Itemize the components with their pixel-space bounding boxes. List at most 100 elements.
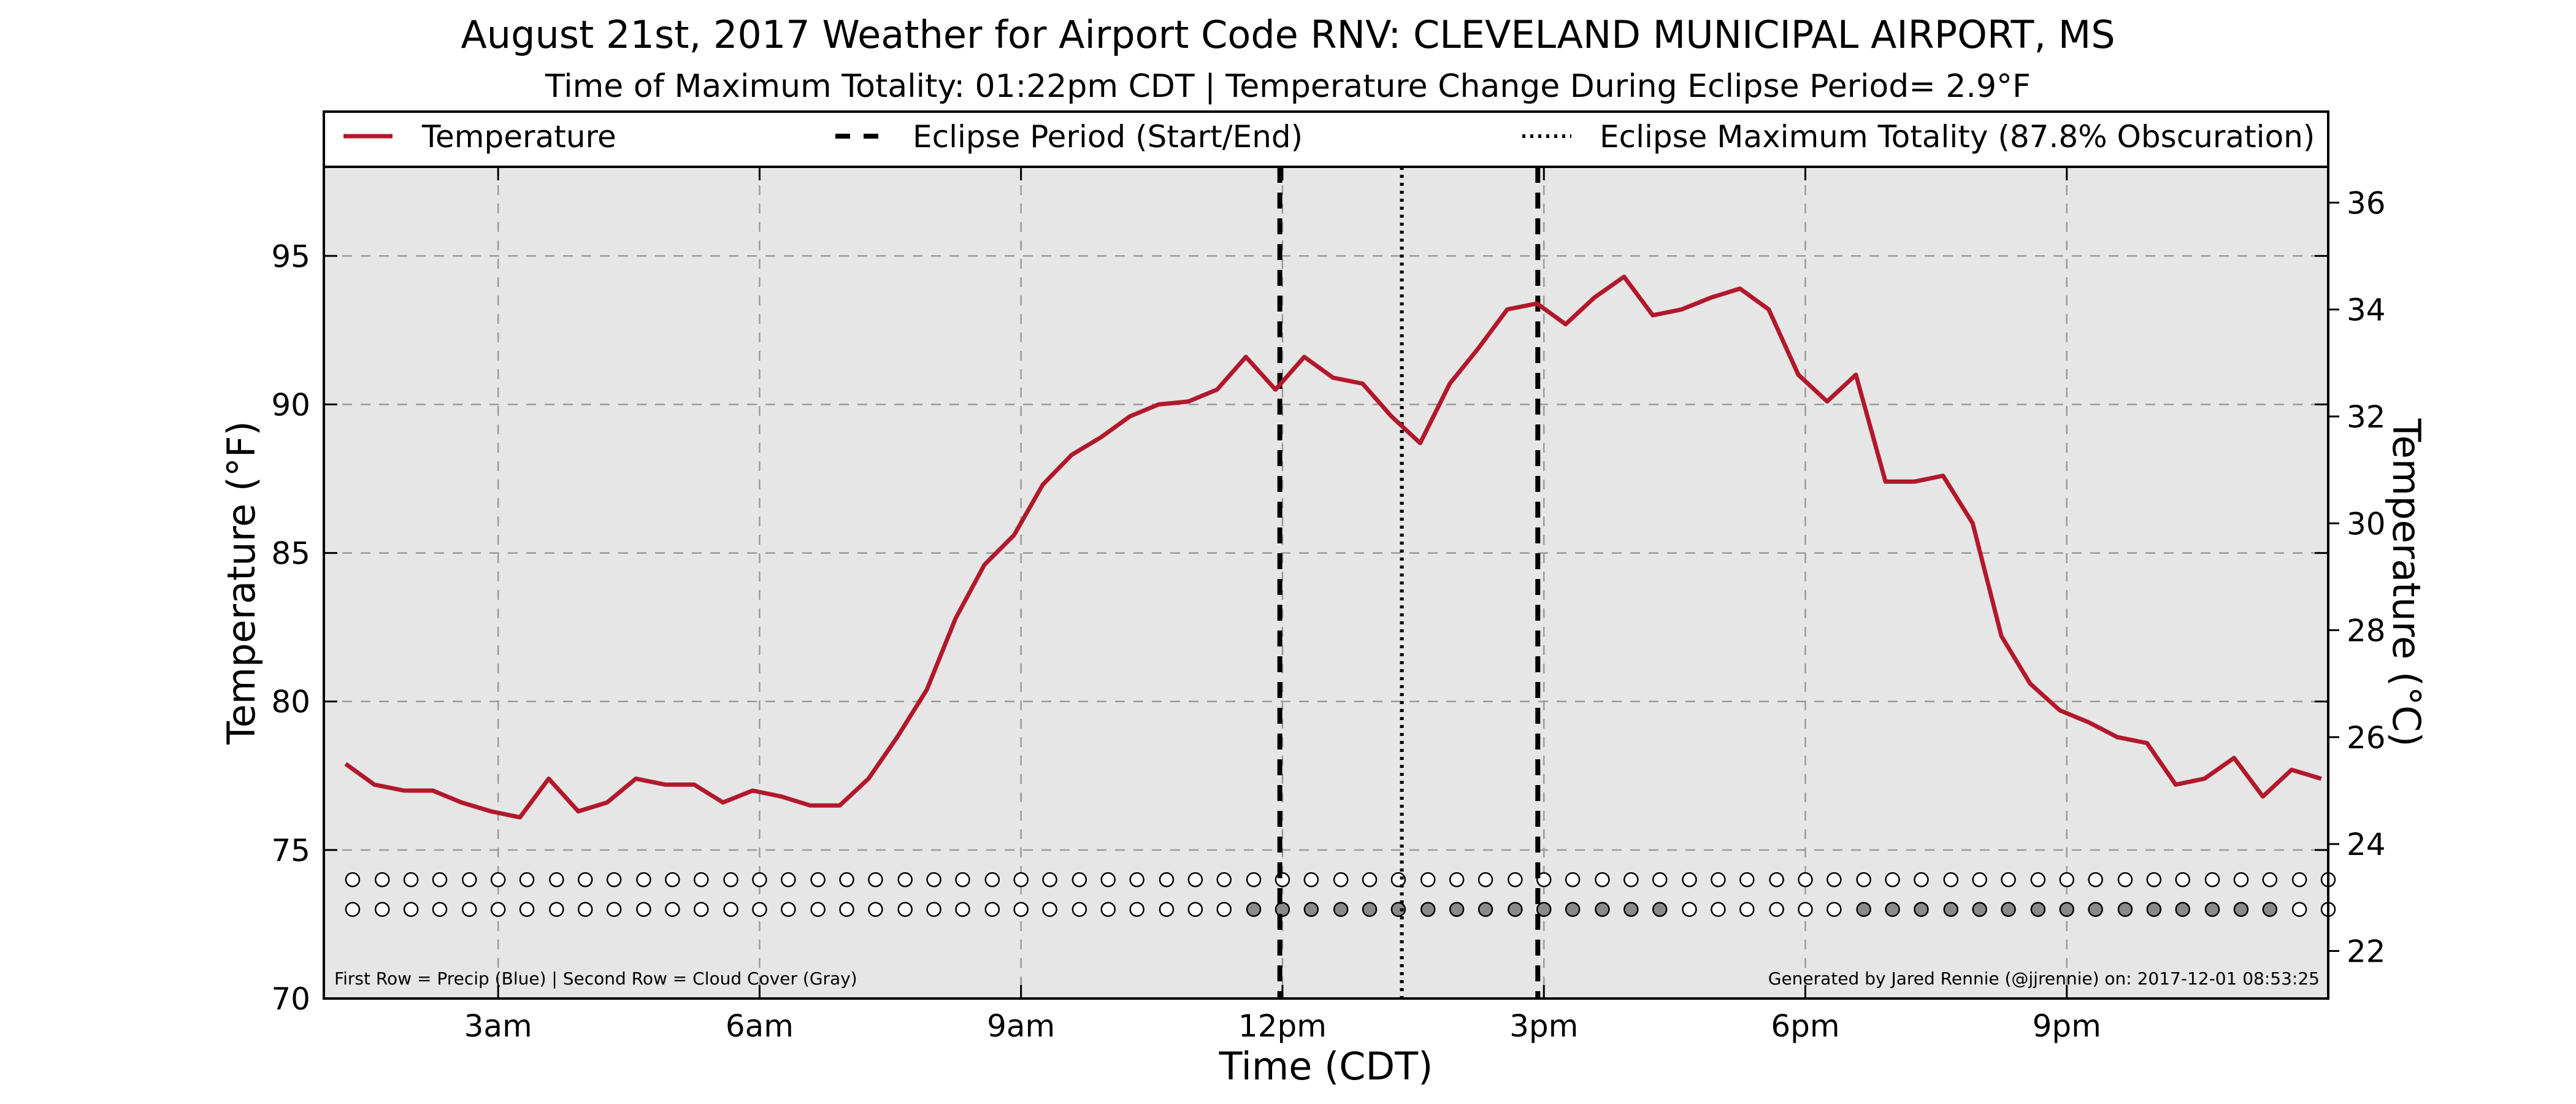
cloud-marker-1 xyxy=(374,902,390,917)
y-axis-left-ticks: 70 75 80 85 90 95 xyxy=(271,239,2328,1017)
x-axis-label: Time (CDT) xyxy=(1219,1044,1433,1089)
cloud-marker-54 xyxy=(1914,902,1929,917)
precip-marker-19 xyxy=(897,872,913,887)
cloud-marker-65 xyxy=(2233,902,2249,917)
precip-marker-54 xyxy=(1914,872,1929,887)
precip-marker-22 xyxy=(984,872,1000,887)
legend-label-eclipse-period: Eclipse Period (Start/End) xyxy=(913,119,1303,155)
cloud-marker-58 xyxy=(2030,902,2046,917)
cloud-marker-31 xyxy=(1246,902,1262,917)
precip-marker-34 xyxy=(1333,872,1349,887)
cloud-marker-7 xyxy=(549,902,564,917)
cloud-marker-6 xyxy=(519,902,535,917)
cloud-marker-8 xyxy=(578,902,593,917)
cloud-marker-41 xyxy=(1536,902,1552,917)
cloud-marker-19 xyxy=(897,902,913,917)
precip-marker-3 xyxy=(432,872,448,887)
precip-marker-42 xyxy=(1565,872,1581,887)
cloud-marker-2 xyxy=(403,902,419,917)
precip-marker-64 xyxy=(2204,872,2220,887)
cloud-marker-44 xyxy=(1623,902,1639,917)
precip-marker-15 xyxy=(781,872,796,887)
cloud-marker-52 xyxy=(1856,902,1871,917)
precip-marker-14 xyxy=(752,872,767,887)
legend-label-temperature: Temperature xyxy=(421,119,616,155)
precip-marker-49 xyxy=(1769,872,1784,887)
cloud-marker-26 xyxy=(1100,902,1116,917)
cloud-marker-60 xyxy=(2088,902,2103,917)
x-tick-label-3pm: 3pm xyxy=(1509,1008,1578,1044)
cloud-marker-42 xyxy=(1565,902,1581,917)
precip-marker-50 xyxy=(1798,872,1813,887)
y-left-tick-label-85: 85 xyxy=(271,536,310,572)
cloud-marker-29 xyxy=(1187,902,1203,917)
precip-marker-47 xyxy=(1711,872,1726,887)
precip-marker-51 xyxy=(1827,872,1842,887)
y-right-tick-label-32: 32 xyxy=(2347,399,2386,435)
cloud-marker-51 xyxy=(1827,902,1842,917)
y-axis-right-ticks: 22 24 26 28 30 32 34 36 xyxy=(2328,185,2386,969)
precip-marker-46 xyxy=(1682,872,1697,887)
precip-marker-16 xyxy=(810,872,826,887)
precip-marker-20 xyxy=(926,872,941,887)
precip-marker-66 xyxy=(2262,872,2278,887)
precip-marker-59 xyxy=(2059,872,2074,887)
precip-marker-53 xyxy=(1885,872,1900,887)
cloud-marker-37 xyxy=(1420,902,1436,917)
precip-marker-30 xyxy=(1216,872,1232,887)
cloud-marker-46 xyxy=(1682,902,1697,917)
cloud-marker-32 xyxy=(1275,902,1290,917)
cloud-marker-13 xyxy=(723,902,738,917)
y-right-tick-label-22: 22 xyxy=(2347,933,2386,969)
precip-marker-23 xyxy=(1013,872,1029,887)
cloud-marker-47 xyxy=(1711,902,1726,917)
cloud-marker-61 xyxy=(2117,902,2133,917)
precip-marker-56 xyxy=(1972,872,1987,887)
cloud-marker-67 xyxy=(2291,902,2307,917)
y-right-tick-label-24: 24 xyxy=(2347,827,2386,862)
cloud-marker-62 xyxy=(2146,902,2162,917)
precip-marker-63 xyxy=(2175,872,2190,887)
cloud-marker-16 xyxy=(810,902,826,917)
plot-background xyxy=(324,167,2328,999)
precip-marker-65 xyxy=(2233,872,2249,887)
precip-marker-27 xyxy=(1129,872,1144,887)
cloud-marker-24 xyxy=(1042,902,1057,917)
cloud-marker-9 xyxy=(606,902,622,917)
y-right-tick-label-30: 30 xyxy=(2347,506,2386,542)
y-right-tick-label-36: 36 xyxy=(2347,185,2386,221)
cloud-marker-40 xyxy=(1508,902,1523,917)
y-left-tick-label-90: 90 xyxy=(271,387,310,423)
cloud-marker-5 xyxy=(490,902,506,917)
series-line-0 xyxy=(344,274,2322,820)
precip-marker-8 xyxy=(578,872,593,887)
precip-marker-0 xyxy=(345,872,361,887)
precip-marker-33 xyxy=(1303,872,1319,887)
y-right-tick-label-26: 26 xyxy=(2347,720,2386,756)
chart-title: August 21st, 2017 Weather for Airport Co… xyxy=(461,12,2115,57)
precip-marker-41 xyxy=(1536,872,1552,887)
precip-marker-62 xyxy=(2146,872,2162,887)
cloud-marker-50 xyxy=(1798,902,1813,917)
cloud-marker-56 xyxy=(1972,902,1987,917)
precip-marker-67 xyxy=(2291,872,2307,887)
y-left-tick-label-80: 80 xyxy=(271,684,310,720)
precip-marker-35 xyxy=(1362,872,1378,887)
precip-marker-44 xyxy=(1623,872,1639,887)
precip-marker-21 xyxy=(955,872,970,887)
cloud-marker-66 xyxy=(2262,902,2278,917)
precip-marker-2 xyxy=(403,872,419,887)
cloud-marker-14 xyxy=(752,902,767,917)
cloud-marker-48 xyxy=(1739,902,1755,917)
precip-marker-4 xyxy=(462,872,477,887)
precip-marker-48 xyxy=(1739,872,1755,887)
y-left-tick-label-75: 75 xyxy=(271,833,310,868)
y-right-tick-label-34: 34 xyxy=(2347,293,2386,328)
cloud-marker-23 xyxy=(1013,902,1029,917)
cloud-marker-53 xyxy=(1885,902,1900,917)
precip-marker-7 xyxy=(549,872,564,887)
cloud-marker-0 xyxy=(345,902,361,917)
cloud-marker-20 xyxy=(926,902,941,917)
footnote-left: First Row = Precip (Blue) | Second Row =… xyxy=(334,968,857,989)
y-axis-right-label: Temperature (°C) xyxy=(2384,418,2429,746)
